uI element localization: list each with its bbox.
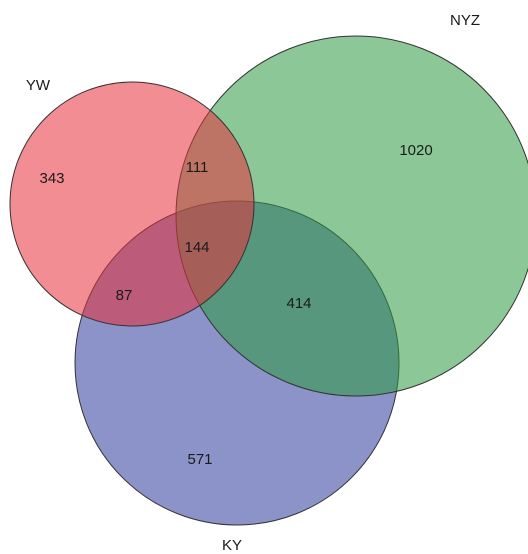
region-count-ky-only: 571 <box>187 451 212 468</box>
region-count-yw-ky: 87 <box>116 287 133 304</box>
region-count-yw-only: 343 <box>39 170 64 187</box>
region-count-all-three: 144 <box>184 239 209 256</box>
set-label-nyz: NYZ <box>450 12 480 29</box>
region-count-yw-nyz: 111 <box>186 159 209 176</box>
set-yw-circle <box>9 81 255 327</box>
region-count-nyz-only: 1020 <box>399 142 432 159</box>
region-count-nyz-ky: 414 <box>286 295 311 312</box>
set-label-ky: KY <box>222 537 242 554</box>
set-label-yw: YW <box>26 77 51 94</box>
